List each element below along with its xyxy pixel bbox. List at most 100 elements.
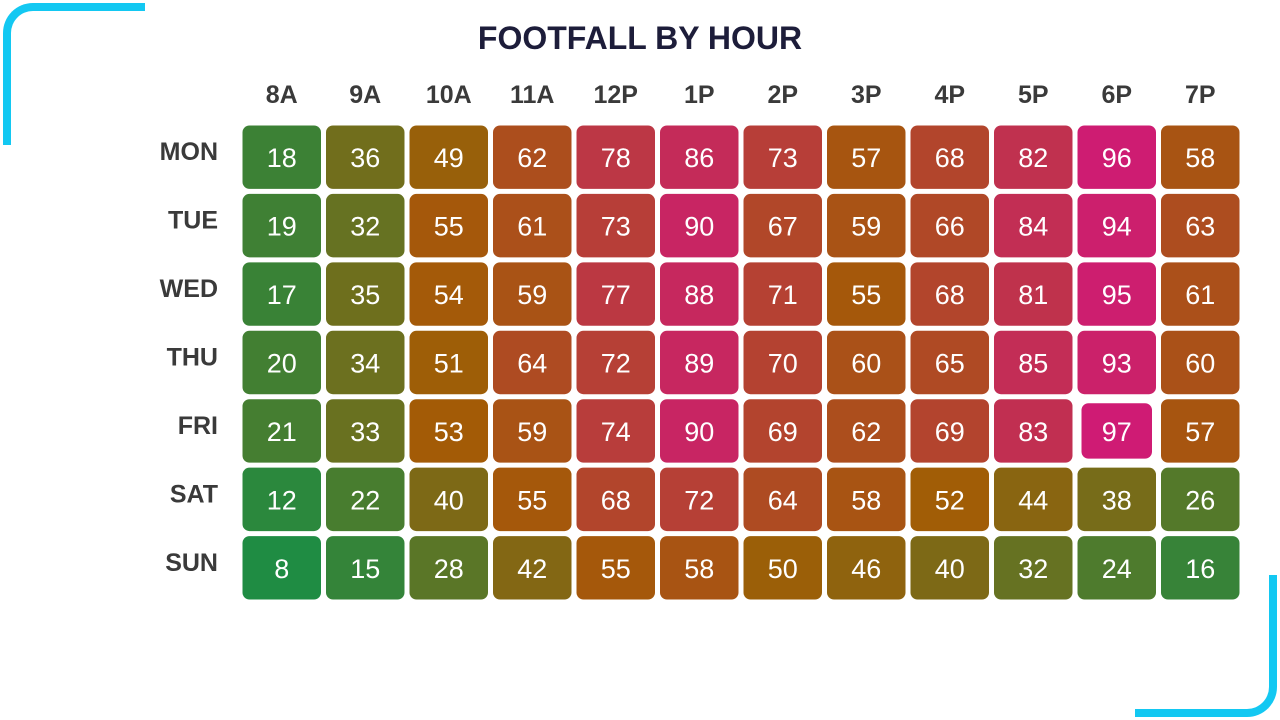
heatmap-cell: 64 bbox=[493, 330, 572, 395]
heatmap-cell-rect-fri-5p bbox=[994, 399, 1073, 463]
heatmap-cell-rect-sat-11a bbox=[493, 467, 572, 532]
heatmap-cell-rect-fri-7p bbox=[1161, 399, 1240, 463]
row-label-tue: TUE bbox=[168, 207, 218, 235]
heatmap-cell: 12 bbox=[242, 467, 321, 532]
heatmap-cell: 66 bbox=[910, 193, 989, 258]
heatmap-cell-rect-mon-11a bbox=[493, 125, 572, 189]
heatmap-cell-value: 52 bbox=[935, 485, 965, 515]
heatmap-cell: 74 bbox=[576, 399, 655, 463]
heatmap-cell-rect-sun-5p bbox=[994, 536, 1073, 600]
heatmap-cell-rect-wed-9a bbox=[326, 262, 405, 326]
heatmap-cell-rect-wed-3p bbox=[827, 262, 906, 326]
heatmap-cell-value: 58 bbox=[684, 554, 714, 584]
heatmap-cell-value: 21 bbox=[267, 417, 297, 447]
heatmap-cell-value: 68 bbox=[601, 485, 631, 515]
heatmap-cell: 90 bbox=[660, 399, 739, 463]
heatmap-cell-rect-thu-2p bbox=[743, 330, 822, 395]
heatmap-cell: 68 bbox=[576, 467, 655, 532]
heatmap-cell-value: 55 bbox=[851, 280, 881, 310]
column-label-12p: 12P bbox=[594, 81, 638, 109]
heatmap-cell-value: 28 bbox=[434, 554, 464, 584]
heatmap-cell-value: 49 bbox=[434, 143, 464, 173]
heatmap-cell-rect-mon-6p bbox=[1077, 125, 1156, 189]
heatmap-cell: 44 bbox=[994, 467, 1073, 532]
heatmap-cell-rect-fri-11a bbox=[493, 399, 572, 463]
heatmap-cell-rect-thu-12p bbox=[576, 330, 655, 395]
heatmap-cell-value: 97 bbox=[1102, 417, 1132, 447]
heatmap-cell-rect-mon-2p bbox=[743, 125, 822, 189]
heatmap-cell: 40 bbox=[910, 536, 989, 600]
heatmap-cell-rect-tue-4p bbox=[910, 193, 989, 258]
heatmap-cell-rect-sun-4p bbox=[910, 536, 989, 600]
heatmap-cell: 55 bbox=[409, 193, 488, 258]
heatmap-cell-rect-wed-5p bbox=[994, 262, 1073, 326]
heatmap-cell: 46 bbox=[827, 536, 906, 600]
corner-bracket-bottom-right bbox=[1135, 575, 1277, 717]
heatmap-cell-value: 55 bbox=[434, 212, 464, 242]
column-label-10a: 10A bbox=[426, 81, 472, 109]
row-label-fri: FRI bbox=[178, 412, 218, 440]
heatmap-cell-rect-mon-10a bbox=[409, 125, 488, 189]
heatmap-cell-rect-fri-10a bbox=[409, 399, 488, 463]
heatmap-cell-rect-tue-3p bbox=[827, 193, 906, 258]
heatmap-cell: 59 bbox=[493, 399, 572, 463]
heatmap-cell: 88 bbox=[660, 262, 739, 326]
heatmap-cell-rect-tue-1p bbox=[660, 193, 739, 258]
heatmap-cell-value: 17 bbox=[267, 280, 297, 310]
heatmap-cell-rect-fri-3p bbox=[827, 399, 906, 463]
heatmap-cell-rect-sat-3p bbox=[827, 467, 906, 532]
heatmap-cell-value: 83 bbox=[1018, 417, 1048, 447]
heatmap-cell-value: 69 bbox=[935, 417, 965, 447]
heatmap-cell: 38 bbox=[1077, 467, 1156, 532]
heatmap-cell-rect-mon-12p bbox=[576, 125, 655, 189]
heatmap-cell-value: 51 bbox=[434, 349, 464, 379]
heatmap-cells: 18 36 49 62 78 86 73 57 68 82 96 58 19 32 55 61 73 90 67 59… bbox=[242, 125, 1240, 600]
heatmap-cell: 52 bbox=[910, 467, 989, 532]
heatmap-cell-rect-thu-8a bbox=[242, 330, 321, 395]
heatmap-cell-value: 66 bbox=[935, 212, 965, 242]
heatmap-cell-rect-thu-6p bbox=[1077, 330, 1156, 395]
heatmap-cell-rect-sat-10a bbox=[409, 467, 488, 532]
row-label-wed: WED bbox=[160, 275, 218, 303]
heatmap-cell-value: 96 bbox=[1102, 143, 1132, 173]
heatmap-cell-rect-mon-4p bbox=[910, 125, 989, 189]
heatmap-cell-rect-fri-9a bbox=[326, 399, 405, 463]
heatmap-cell: 86 bbox=[660, 125, 739, 189]
column-label-5p: 5P bbox=[1018, 81, 1049, 109]
heatmap-cell-value: 85 bbox=[1018, 349, 1048, 379]
heatmap-cell-rect-sat-9a bbox=[326, 467, 405, 532]
heatmap-cell-value: 8 bbox=[274, 554, 289, 584]
heatmap-cell-value: 58 bbox=[1185, 143, 1215, 173]
heatmap-cell: 96 bbox=[1077, 125, 1156, 189]
column-label-1p: 1P bbox=[684, 81, 715, 109]
chart-title: FOOTFALL BY HOUR bbox=[477, 20, 803, 56]
heatmap-cell-value: 16 bbox=[1185, 554, 1215, 584]
heatmap-cell-value: 90 bbox=[684, 212, 714, 242]
heatmap-cell-value: 62 bbox=[851, 417, 881, 447]
heatmap-cell: 82 bbox=[994, 125, 1073, 189]
heatmap-cell-rect-sat-5p bbox=[994, 467, 1073, 532]
heatmap-cell: 40 bbox=[409, 467, 488, 532]
heatmap-cell: 55 bbox=[493, 467, 572, 532]
heatmap-cell: 57 bbox=[1161, 399, 1240, 463]
heatmap-cell-rect-thu-11a bbox=[493, 330, 572, 395]
heatmap-cell-value: 24 bbox=[1102, 554, 1132, 584]
column-label-4p: 4P bbox=[934, 81, 965, 109]
heatmap-cell: 58 bbox=[827, 467, 906, 532]
heatmap-cell-value: 18 bbox=[267, 143, 297, 173]
heatmap-cell-rect-sat-1p bbox=[660, 467, 739, 532]
heatmap-cell-value: 82 bbox=[1018, 143, 1048, 173]
heatmap-cell-rect-sat-6p bbox=[1077, 467, 1156, 532]
heatmap-cell-value: 26 bbox=[1185, 485, 1215, 515]
heatmap-cell-value: 57 bbox=[851, 143, 881, 173]
heatmap-cell-rect-wed-6p bbox=[1077, 262, 1156, 326]
heatmap-cell-value: 60 bbox=[851, 349, 881, 379]
heatmap-cell-value: 68 bbox=[935, 143, 965, 173]
heatmap-cell: 36 bbox=[326, 125, 405, 189]
heatmap-cell-rect-wed-1p bbox=[660, 262, 739, 326]
heatmap-cell-value: 72 bbox=[601, 349, 631, 379]
heatmap-cell: 69 bbox=[910, 399, 989, 463]
heatmap-cell-value: 63 bbox=[1185, 212, 1215, 242]
heatmap-cell: 59 bbox=[493, 262, 572, 326]
